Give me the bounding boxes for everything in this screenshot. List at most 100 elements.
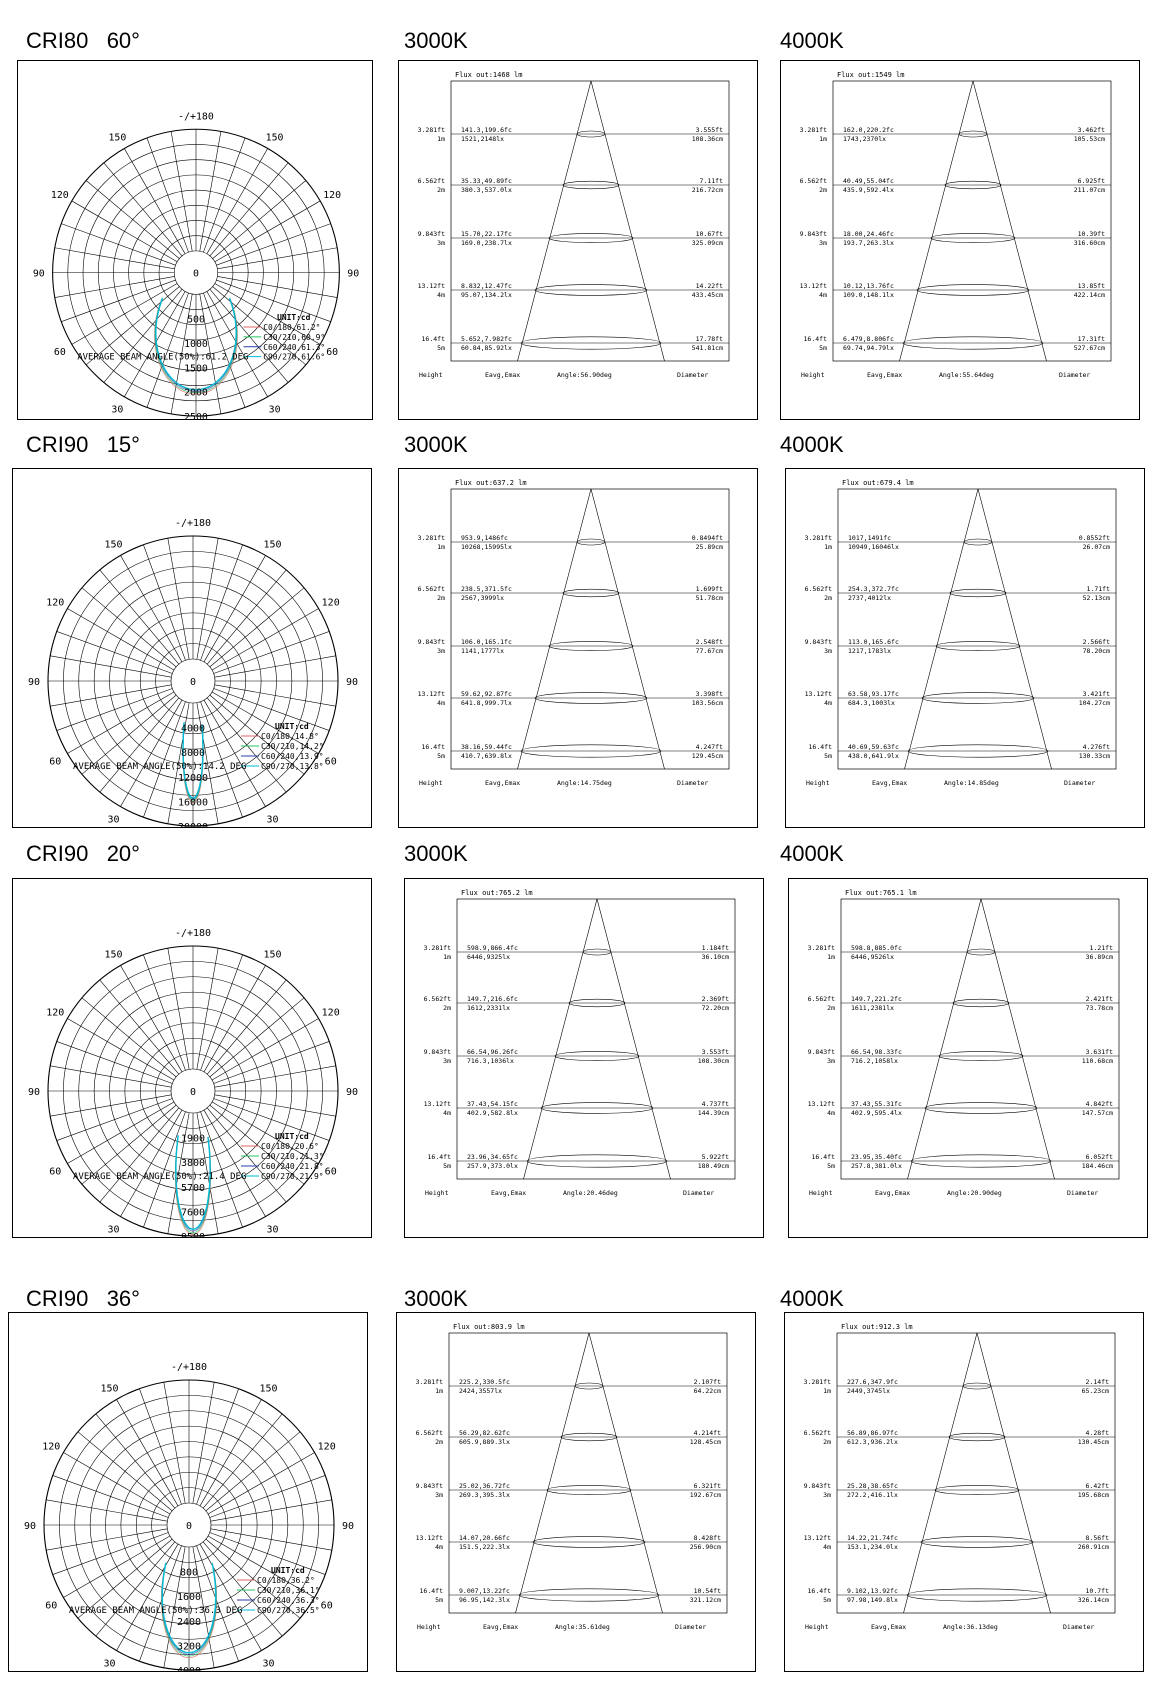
diameter-ft: 10.39ft bbox=[1078, 230, 1105, 238]
diameter-cm: 130.45cm bbox=[1078, 1438, 1109, 1446]
polar-spoke bbox=[196, 1388, 239, 1505]
beam-ellipse bbox=[910, 1154, 1052, 1168]
diameter-ft: 10.7ft bbox=[1086, 1587, 1110, 1595]
polar-spoke bbox=[85, 286, 180, 366]
polar-spoke bbox=[61, 279, 176, 322]
beam-angle-label: AVERAGE BEAM ANGLE(50%):14.2 DEG bbox=[73, 762, 246, 772]
cone-chart: Flux out:803.9 lm3.281ft1m225.2,330.5fc2… bbox=[416, 1323, 728, 1631]
polar-spoke bbox=[167, 948, 190, 1070]
polar-spoke bbox=[139, 1545, 182, 1662]
beam-angle-label: AVERAGE BEAM ANGLE(50%):61.2 DEG bbox=[77, 353, 248, 363]
height-m: 4m bbox=[437, 291, 445, 299]
polar-spoke bbox=[199, 131, 222, 252]
height-m: 5m bbox=[437, 344, 445, 352]
legend-entry: C30/210,36.1° bbox=[257, 1586, 320, 1595]
polar-grid bbox=[47, 535, 339, 827]
diameter-ft: 17.78ft bbox=[696, 335, 723, 343]
flux-out-label: Flux out:1468 lm bbox=[455, 71, 522, 79]
diameter-cm: 433.45cm bbox=[692, 291, 723, 299]
polar-spoke bbox=[203, 699, 266, 807]
illuminance-fc: 225.2,330.5fc bbox=[459, 1378, 510, 1386]
col-header-eavg: Eavg,Emax bbox=[485, 371, 520, 379]
polar-unit: UNIT:cd bbox=[275, 722, 309, 731]
diameter-ft: 7.11ft bbox=[700, 177, 724, 185]
polar-ring-label: 2500 bbox=[184, 412, 208, 419]
height-m: 3m bbox=[443, 1057, 451, 1065]
polar-spoke bbox=[163, 1546, 186, 1668]
polar-spoke bbox=[209, 1532, 326, 1575]
diameter-cm: 216.72cm bbox=[692, 186, 723, 194]
diameter-cm: 78.20cm bbox=[1083, 647, 1110, 655]
beam-ellipse bbox=[902, 336, 1044, 350]
polar-spoke bbox=[200, 954, 243, 1071]
cone-panel: Flux out:679.4 lm 3.281ft 1m 1017,1491fc 109… bbox=[785, 468, 1145, 828]
illuminance-lx: 96.95,142.3lx bbox=[459, 1596, 510, 1604]
illuminance-fc: 9.102,13.92fc bbox=[847, 1587, 898, 1595]
height-m: 2m bbox=[824, 594, 832, 602]
legend-entry: C60/240,36.3° bbox=[257, 1596, 320, 1605]
polar-spoke bbox=[120, 555, 183, 663]
polar-angle-label: 60 bbox=[45, 1601, 57, 1612]
col-header-height: Height bbox=[417, 1623, 441, 1631]
polar-curve-3 bbox=[182, 722, 204, 799]
polar-angle-label: 60 bbox=[326, 347, 338, 358]
polar-spoke bbox=[196, 1112, 219, 1234]
polar-angle-label: 150 bbox=[259, 1383, 277, 1394]
cone-edge-right bbox=[590, 488, 665, 770]
illuminance-lx: 153.1,234.0lx bbox=[847, 1543, 898, 1551]
cone-chart: Flux out:912.3 lm3.281ft1m227.6,347.9fc2… bbox=[804, 1323, 1116, 1631]
beam-ellipse bbox=[520, 744, 662, 758]
col-header-eavg: Eavg,Emax bbox=[483, 1623, 518, 1631]
polar-angle-label: 60 bbox=[325, 1167, 337, 1178]
illuminance-fc: 162.0,220.2fc bbox=[843, 126, 894, 134]
polar-spoke bbox=[54, 276, 175, 298]
polar-angle-label: 30 bbox=[269, 405, 281, 416]
diameter-ft: 2.369ft bbox=[702, 995, 729, 1003]
height-m: 1m bbox=[824, 543, 832, 551]
polar-angle-label: 150 bbox=[104, 949, 122, 960]
illuminance-lx: 6446,9526lx bbox=[851, 953, 894, 961]
beam-ellipse bbox=[576, 130, 606, 138]
polar-ring-label: 5700 bbox=[181, 1183, 205, 1194]
illuminance-lx: 410.7,639.8lx bbox=[461, 752, 512, 760]
illuminance-lx: 2424,3557lx bbox=[459, 1387, 502, 1395]
diameter-cm: 105.53cm bbox=[1074, 135, 1105, 143]
diameter-cm: 260.91cm bbox=[1078, 1543, 1109, 1551]
beam-ellipse bbox=[948, 1432, 1006, 1442]
cone-edge-left bbox=[903, 1332, 978, 1614]
cone-edge-left bbox=[517, 80, 592, 362]
polar-spoke bbox=[124, 148, 186, 254]
diameter-ft: 4.247ft bbox=[696, 743, 723, 751]
polar-spoke bbox=[103, 289, 183, 383]
polar-spoke bbox=[52, 1532, 169, 1575]
polar-angle-label: 150 bbox=[266, 132, 284, 143]
polar-angle-label: 90 bbox=[28, 1087, 40, 1098]
polar-angle-label: 120 bbox=[318, 1442, 336, 1453]
beam-angle: Angle:36.13deg bbox=[943, 1623, 998, 1631]
diameter-ft: 4.214ft bbox=[694, 1429, 721, 1437]
illuminance-fc: 37.43,55.31fc bbox=[851, 1100, 902, 1108]
flux-out-label: Flux out:637.2 lm bbox=[455, 479, 527, 487]
diameter-ft: 3.462ft bbox=[1078, 126, 1105, 134]
diameter-ft: 17.31ft bbox=[1078, 335, 1105, 343]
polar-spoke bbox=[56, 688, 173, 731]
col-header-eavg: Eavg,Emax bbox=[485, 779, 520, 787]
legend-entry: C90/270,21.9° bbox=[261, 1172, 324, 1181]
polar-spoke bbox=[146, 137, 189, 253]
height-ft: 3.281ft bbox=[805, 534, 832, 542]
polar-spoke bbox=[213, 688, 330, 731]
diameter-cm: 128.45cm bbox=[690, 1438, 721, 1446]
polar-spoke bbox=[143, 544, 186, 661]
cone-panel: Flux out:765.1 lm 3.281ft 1m 598.8,885.0fc 6… bbox=[788, 878, 1148, 1238]
polar-spoke bbox=[167, 702, 190, 824]
height-ft: 16.4ft bbox=[812, 1153, 836, 1161]
cone-title: 3000K bbox=[404, 28, 468, 53]
col-header-eavg: Eavg,Emax bbox=[871, 1623, 906, 1631]
beam-ellipse bbox=[963, 538, 993, 546]
illuminance-lx: 10268,15995lx bbox=[461, 543, 512, 551]
illuminance-fc: 59.62,92.87fc bbox=[461, 690, 512, 698]
polar-spoke bbox=[103, 162, 183, 257]
polar-angle-label: 30 bbox=[107, 815, 119, 826]
height-ft: 6.562ft bbox=[800, 177, 827, 185]
illuminance-fc: 40.49,55.04fc bbox=[843, 177, 894, 185]
